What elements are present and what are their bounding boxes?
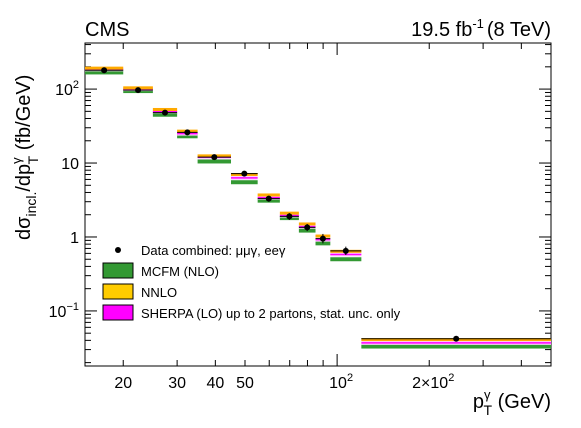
x-tick-label: 40: [206, 375, 224, 392]
x-tick-label: 2×102: [412, 372, 454, 392]
x-tick-label-base: 20: [114, 375, 132, 392]
x-tick-label-base: 30: [168, 375, 186, 392]
x-tick-label: 50: [236, 375, 254, 392]
nnlo-band: [257, 193, 280, 197]
legend: Data combined: μμγ, eeγ MCFM (NLO) NNLO SHE…: [102, 243, 401, 321]
y-axis-title-sub-incl: incl.: [23, 192, 39, 217]
data-point: [319, 235, 326, 242]
y-axis-title-unit: (fb/GeV): [13, 75, 35, 156]
y-tick-label-exponent: 2: [73, 79, 79, 91]
legend-nnlo-swatch: [102, 283, 134, 300]
legend-sherpa-label: SHERPA (LO) up to 2 partons, stat. unc. …: [141, 306, 401, 321]
x-tick-label: 30: [168, 375, 186, 392]
mcfm-band: [330, 257, 362, 262]
plot-frame: [84, 42, 552, 367]
x-axis-title-p: p: [473, 391, 484, 413]
y-tick-label-base: 10: [49, 304, 67, 321]
energy-label: (8 TeV): [487, 19, 551, 41]
y-tick-label-base: 10: [55, 82, 73, 99]
y-tick-label: 102: [55, 79, 79, 99]
legend-nnlo-label: NNLO: [141, 285, 177, 300]
x-tick-label-base: 10: [329, 375, 347, 392]
y-axis-title-d: d: [13, 229, 35, 240]
x-tick-label-base: 50: [236, 375, 254, 392]
data-point: [304, 224, 311, 231]
y-tick-label-base: 1: [70, 230, 79, 247]
y-tick-label-base: 10: [61, 156, 79, 173]
y-axis-title-dp: /dp: [13, 164, 35, 192]
data-point: [342, 247, 349, 254]
x-axis-title-sup-gamma: γ: [484, 387, 491, 402]
legend-mcfm-swatch: [102, 262, 134, 279]
y-axis-title: dσincl./dpγT (fb/GeV): [9, 75, 41, 240]
y-axis-title-sigma: σ: [13, 216, 35, 229]
y-axis-title-sup-gamma: γ: [9, 157, 24, 164]
data-point: [135, 87, 142, 94]
x-tick-label: 102: [329, 372, 353, 392]
data-point: [286, 213, 293, 220]
luminosity-label: 19.5 fb-1 (8 TeV): [411, 16, 551, 41]
y-tick-label: 10−1: [49, 301, 79, 321]
legend-sherpa-swatch: [102, 304, 134, 321]
nnlo-band: [152, 107, 178, 111]
x-tick-label-base: 2×10: [412, 375, 448, 392]
mcfm-band: [230, 180, 258, 185]
mcfm-band: [361, 344, 551, 349]
x-axis-title-unit: (GeV): [492, 391, 551, 413]
data-point: [162, 109, 169, 116]
y-axis-title-sub-t: T: [25, 155, 41, 164]
y-tick-label: 1: [70, 230, 79, 247]
legend-data-label: Data combined: μμγ, eeγ: [141, 243, 286, 258]
x-tick-label-base: 40: [206, 375, 224, 392]
luminosity-unit-exponent: -1: [472, 16, 484, 31]
x-axis-title: pγ T (GeV): [473, 387, 551, 418]
data-point: [265, 195, 272, 202]
y-tick-label: 10: [61, 156, 79, 173]
x-tick-label: 20: [114, 375, 132, 392]
mcfm-band: [177, 134, 198, 139]
x-axis-title-sub-t: T: [484, 402, 493, 418]
mcfm-band: [197, 159, 231, 164]
data-point: [184, 129, 191, 136]
legend-data-marker: [115, 247, 121, 253]
data-point: [211, 154, 218, 161]
legend-mcfm-label: MCFM (NLO): [141, 264, 219, 279]
experiment-label: CMS: [85, 19, 129, 41]
data-point: [453, 335, 460, 342]
luminosity-value: 19.5 fb: [411, 19, 472, 41]
data-point: [101, 67, 108, 74]
data-point: [241, 170, 248, 177]
y-tick-label-exponent: −1: [66, 301, 79, 313]
x-tick-label-exponent: 2: [448, 372, 454, 384]
x-tick-label-exponent: 2: [347, 372, 353, 384]
